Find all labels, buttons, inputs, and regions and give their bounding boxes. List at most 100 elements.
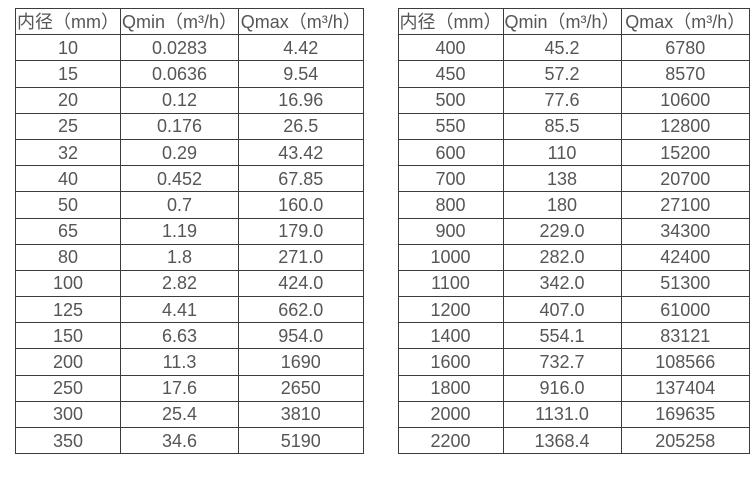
- table-cell: 110: [502, 138, 622, 167]
- table-cell: 169635: [620, 400, 750, 429]
- table-row: 15 0.0636 9.54: [15, 60, 364, 88]
- flow-table-large-diameters: 内径（mm） Qmin（m³/h） Qmax（m³/h） 400 45.2 6780 45…: [397, 7, 750, 455]
- table-cell: 34.6: [119, 426, 240, 455]
- table-row: 65 1.19 179.0: [15, 217, 364, 245]
- table-row: 300 25.4 3810: [15, 400, 364, 429]
- table-cell: 700: [397, 165, 504, 193]
- table-cell: 0.452: [119, 165, 240, 193]
- column-header: Qmax（m³/h）: [620, 7, 750, 36]
- table-row: 900 229.0 34300: [397, 217, 750, 245]
- table-cell: 1400: [397, 322, 504, 350]
- table-cell: 407.0: [502, 296, 622, 324]
- table-cell: 600: [397, 138, 504, 167]
- table-header-row: 内径（mm） Qmin（m³/h） Qmax（m³/h）: [397, 7, 750, 36]
- table-cell: 17.6: [119, 374, 240, 402]
- table-row: 550 85.5 12800: [397, 112, 750, 140]
- table-cell: 65: [15, 217, 121, 245]
- table-cell: 43.42: [238, 138, 364, 167]
- table-row: 32 0.29 43.42: [15, 138, 364, 167]
- table-cell: 77.6: [502, 86, 622, 114]
- table-cell: 342.0: [502, 269, 622, 298]
- table-cell: 2.82: [119, 269, 240, 298]
- table-cell: 138: [502, 165, 622, 193]
- table-cell: 10: [15, 34, 121, 62]
- column-header: Qmax（m³/h）: [238, 7, 364, 36]
- table-cell: 26.5: [238, 112, 364, 140]
- table-row: 250 17.6 2650: [15, 374, 364, 402]
- table-row: 80 1.8 271.0: [15, 243, 364, 271]
- table-cell: 80: [15, 243, 121, 271]
- table-cell: 42400: [620, 243, 750, 271]
- column-header: 内径（mm）: [15, 7, 121, 36]
- table-cell: 5190: [238, 426, 364, 455]
- table-cell: 32: [15, 138, 121, 167]
- table-row: 1000 282.0 42400: [397, 243, 750, 271]
- table-cell: 8570: [620, 60, 750, 88]
- table-cell: 179.0: [238, 217, 364, 245]
- table-row: 50 0.7 160.0: [15, 191, 364, 219]
- table-row: 700 138 20700: [397, 165, 750, 193]
- table-row: 200 11.3 1690: [15, 348, 364, 376]
- table-cell: 2200: [397, 426, 504, 455]
- table-cell: 916.0: [502, 374, 622, 402]
- table-cell: 954.0: [238, 322, 364, 350]
- table-row: 2000 1131.0 169635: [397, 400, 750, 429]
- table-cell: 10600: [620, 86, 750, 114]
- table-cell: 1690: [238, 348, 364, 376]
- table-cell: 108566: [620, 348, 750, 376]
- table-cell: 100: [15, 269, 121, 298]
- table-row: 1600 732.7 108566: [397, 348, 750, 376]
- table-row: 20 0.12 16.96: [15, 86, 364, 114]
- table-cell: 200: [15, 348, 121, 376]
- table-cell: 51300: [620, 269, 750, 298]
- table-cell: 25.4: [119, 400, 240, 429]
- table-cell: 0.0636: [119, 60, 240, 88]
- table-cell: 732.7: [502, 348, 622, 376]
- table-row: 800 180 27100: [397, 191, 750, 219]
- table-cell: 900: [397, 217, 504, 245]
- table-cell: 11.3: [119, 348, 240, 376]
- table-row: 125 4.41 662.0: [15, 296, 364, 324]
- table-cell: 160.0: [238, 191, 364, 219]
- table-row: 600 110 15200: [397, 138, 750, 167]
- table-cell: 27100: [620, 191, 750, 219]
- table-row: 2200 1368.4 205258: [397, 426, 750, 455]
- column-header: Qmin（m³/h）: [502, 7, 622, 36]
- table-header-row: 内径（mm） Qmin（m³/h） Qmax（m³/h）: [15, 7, 364, 36]
- table-cell: 1131.0: [502, 400, 622, 429]
- table-cell: 0.7: [119, 191, 240, 219]
- table-row: 450 57.2 8570: [397, 60, 750, 88]
- table-cell: 800: [397, 191, 504, 219]
- table-cell: 2000: [397, 400, 504, 429]
- table-row: 40 0.452 67.85: [15, 165, 364, 193]
- table-cell: 15: [15, 60, 121, 88]
- table-cell: 1800: [397, 374, 504, 402]
- table-cell: 400: [397, 34, 504, 62]
- table-cell: 1.8: [119, 243, 240, 271]
- table-cell: 554.1: [502, 322, 622, 350]
- table-cell: 1100: [397, 269, 504, 298]
- table-cell: 0.176: [119, 112, 240, 140]
- table-cell: 350: [15, 426, 121, 455]
- table-cell: 0.0283: [119, 34, 240, 62]
- table-cell: 61000: [620, 296, 750, 324]
- table-row: 10 0.0283 4.42: [15, 34, 364, 62]
- table-row: 400 45.2 6780: [397, 34, 750, 62]
- table-cell: 1000: [397, 243, 504, 271]
- table-cell: 662.0: [238, 296, 364, 324]
- table-cell: 4.42: [238, 34, 364, 62]
- table-cell: 50: [15, 191, 121, 219]
- table-cell: 67.85: [238, 165, 364, 193]
- table-cell: 0.12: [119, 86, 240, 114]
- table-cell: 12800: [620, 112, 750, 140]
- table-row: 350 34.6 5190: [15, 426, 364, 455]
- table-row: 500 77.6 10600: [397, 86, 750, 114]
- table-cell: 83121: [620, 322, 750, 350]
- table-cell: 282.0: [502, 243, 622, 271]
- table-cell: 16.96: [238, 86, 364, 114]
- table-cell: 271.0: [238, 243, 364, 271]
- table-cell: 1.19: [119, 217, 240, 245]
- table-cell: 20: [15, 86, 121, 114]
- column-header: Qmin（m³/h）: [119, 7, 240, 36]
